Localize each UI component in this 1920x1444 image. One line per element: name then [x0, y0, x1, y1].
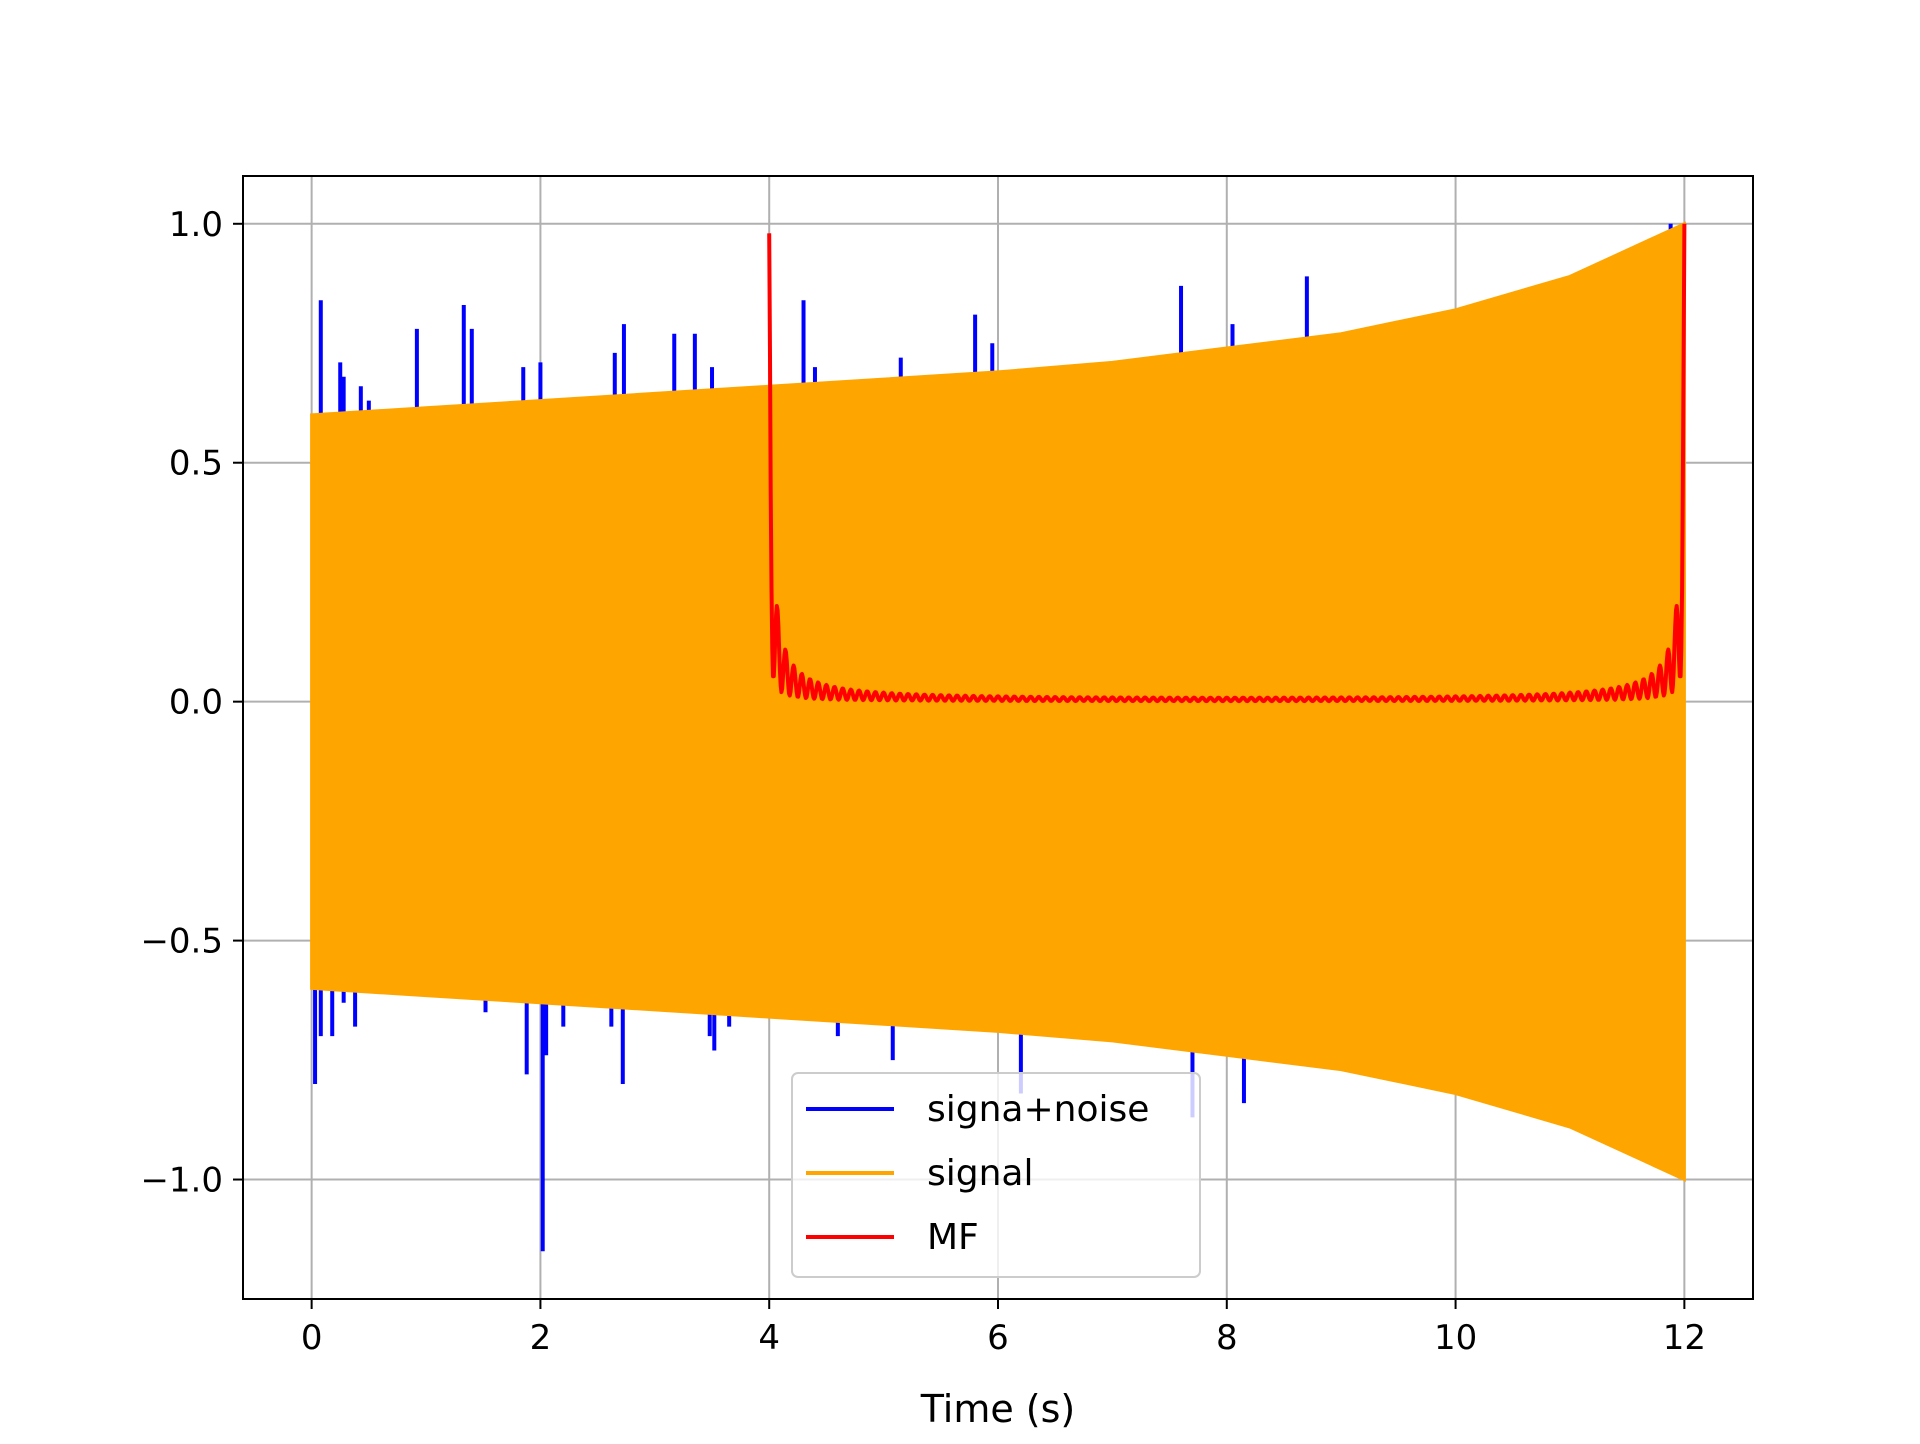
x-tick-label: 12 — [1663, 1318, 1706, 1358]
y-tick-label: 1.0 — [169, 205, 223, 245]
legend-label: signal — [927, 1153, 1034, 1194]
x-tick-label: 8 — [1216, 1318, 1238, 1358]
y-tick-label: −0.5 — [140, 922, 223, 962]
plot-series — [310, 221, 1687, 1252]
mf-line — [767, 223, 1687, 704]
legend-label: signa+noise — [927, 1089, 1149, 1130]
legend-box — [791, 1072, 1201, 1278]
x-tick-label: 4 — [758, 1318, 780, 1358]
x-tick-label: 2 — [530, 1318, 552, 1358]
x-tick-label: 0 — [301, 1318, 323, 1358]
x-tick-label: 6 — [987, 1318, 1009, 1358]
legend-label: MF — [927, 1217, 979, 1258]
axis-ticks: 0 2 4 6 8 10 12 −1.0 −0.5 0.0 0.5 1.0 — [140, 205, 1706, 1358]
y-tick-label: 0.5 — [169, 444, 223, 484]
x-axis-label: Time (s) — [920, 1387, 1076, 1431]
legend: signa+noise signal MF — [791, 1072, 1201, 1278]
y-tick-label: 0.0 — [169, 683, 223, 723]
signal-area — [310, 221, 1686, 1182]
y-tick-label: −1.0 — [140, 1161, 223, 1201]
x-tick-label: 10 — [1434, 1318, 1477, 1358]
